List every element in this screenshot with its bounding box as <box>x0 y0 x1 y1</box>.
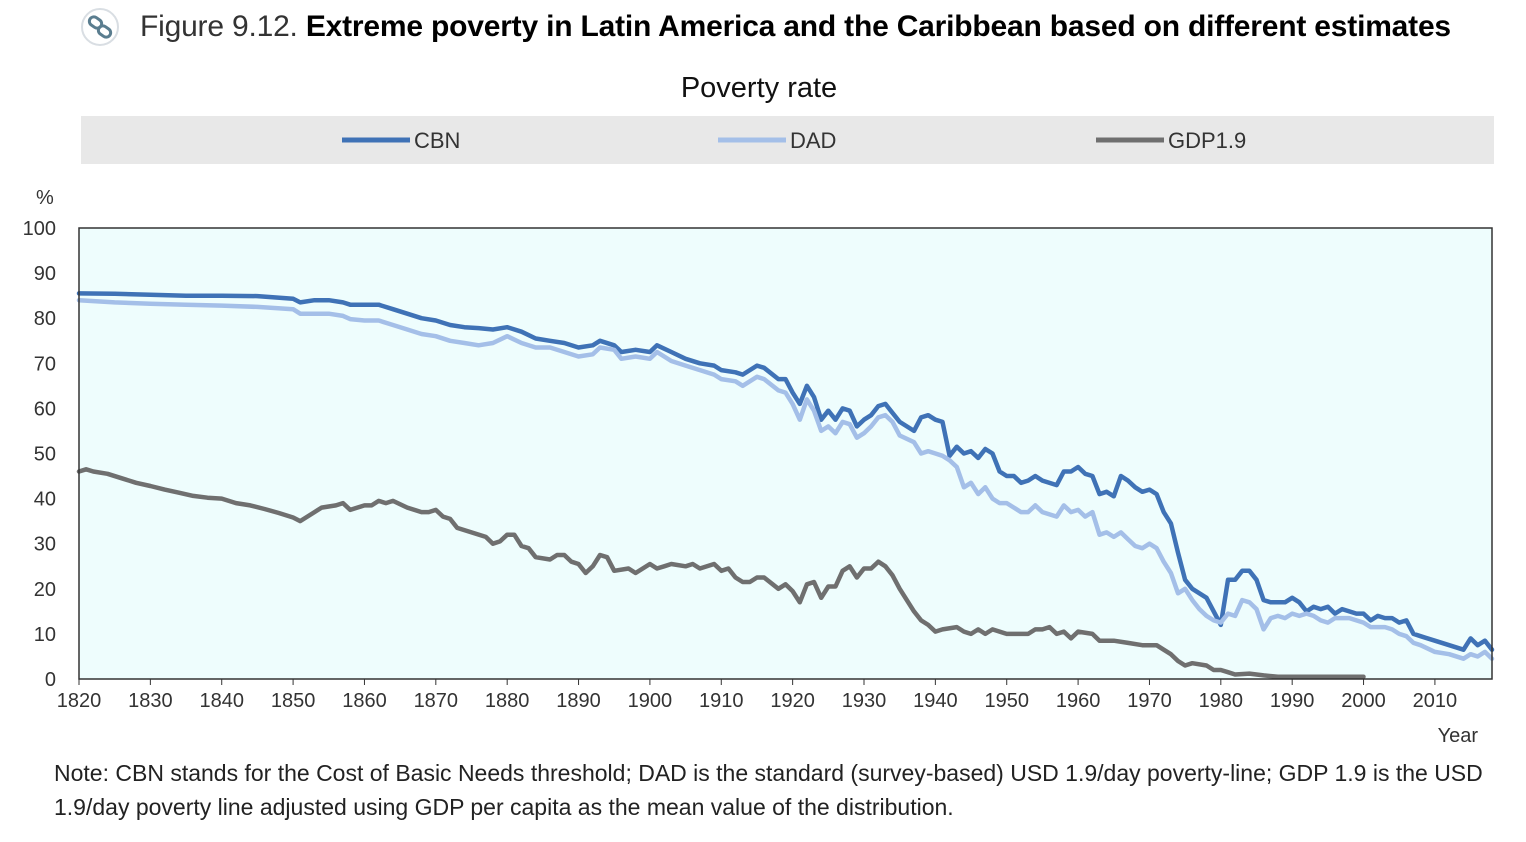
plot-frame <box>78 227 1493 680</box>
y-tick-label-100: 100 <box>23 218 56 240</box>
x-tick-label-1900: 1900 <box>628 690 673 712</box>
y-tick-label-30: 30 <box>34 534 56 556</box>
series-lines <box>76 291 1495 679</box>
legend: CBN DAD GDP1.9 <box>342 128 1246 153</box>
y-tick-label-90: 90 <box>34 263 56 285</box>
series-line-dad <box>76 297 1495 661</box>
y-tick-label-40: 40 <box>34 489 56 511</box>
y-tick-label-60: 60 <box>34 398 56 420</box>
x-tick-label-2000: 2000 <box>1341 690 1386 712</box>
x-tick-label-1980: 1980 <box>1199 690 1244 712</box>
figure-title-text: Extreme poverty in Latin America and the… <box>305 10 1451 43</box>
figure-note: Note: CBN stands for the Cost of Basic N… <box>54 760 1483 820</box>
x-tick-label-1840: 1840 <box>199 690 244 712</box>
x-tick-label-1970: 1970 <box>1127 690 1172 712</box>
x-tick-label-1910: 1910 <box>699 690 744 712</box>
x-tick-label-1950: 1950 <box>984 690 1029 712</box>
y-tick-label-10: 10 <box>34 624 56 646</box>
x-tick-label-1870: 1870 <box>414 690 459 712</box>
legend-label-cbn: CBN <box>414 128 460 153</box>
x-tick-label-1930: 1930 <box>842 690 887 712</box>
x-tick-label-1890: 1890 <box>556 690 601 712</box>
chart-title: Poverty rate <box>681 72 837 104</box>
x-tick-label-1990: 1990 <box>1270 690 1315 712</box>
y-tick-label-0: 0 <box>45 669 56 691</box>
x-axis-label: Year <box>1438 725 1479 747</box>
x-tick-label-1920: 1920 <box>770 690 815 712</box>
poverty-rate-chart: Poverty rate CBN DAD GDP1.9 % 0 10 20 30 40 50 6… <box>23 72 1495 747</box>
x-tick-label-1960: 1960 <box>1056 690 1101 712</box>
x-tick-label-1940: 1940 <box>913 690 958 712</box>
y-tick-label-80: 80 <box>34 308 56 330</box>
legend-label-dad: DAD <box>790 128 836 153</box>
legend-bar <box>81 116 1494 164</box>
x-tick-label-1830: 1830 <box>128 690 173 712</box>
x-tick-label-1850: 1850 <box>271 690 316 712</box>
figure-title: Figure 9.12. Extreme poverty in Latin Am… <box>140 10 1451 44</box>
link-icon[interactable] <box>80 7 120 47</box>
plot-area <box>79 228 1492 679</box>
figure-header: Figure 9.12. Extreme poverty in Latin Am… <box>80 6 1451 48</box>
series-line-cbn <box>76 291 1495 652</box>
x-tick-label-1860: 1860 <box>342 690 387 712</box>
y-axis-label: % <box>36 187 54 209</box>
x-tick-label-1880: 1880 <box>485 690 530 712</box>
y-tick-label-20: 20 <box>34 579 56 601</box>
series-line-gdp1-9 <box>76 467 1366 679</box>
y-tick-label-70: 70 <box>34 353 56 375</box>
legend-label-gdp1-9: GDP1.9 <box>1168 128 1246 153</box>
x-axis-ticks: 1820 1830 1840 1850 1860 1870 1880 1890 1900 1910… <box>57 679 1457 712</box>
figure-number: Figure 9.12. <box>140 10 298 43</box>
x-tick-label-2010: 2010 <box>1413 690 1458 712</box>
y-tick-label-50: 50 <box>34 444 56 466</box>
x-tick-label-1820: 1820 <box>57 690 102 712</box>
y-axis-ticks: 0 10 20 30 40 50 60 70 80 90 100 <box>23 218 56 691</box>
